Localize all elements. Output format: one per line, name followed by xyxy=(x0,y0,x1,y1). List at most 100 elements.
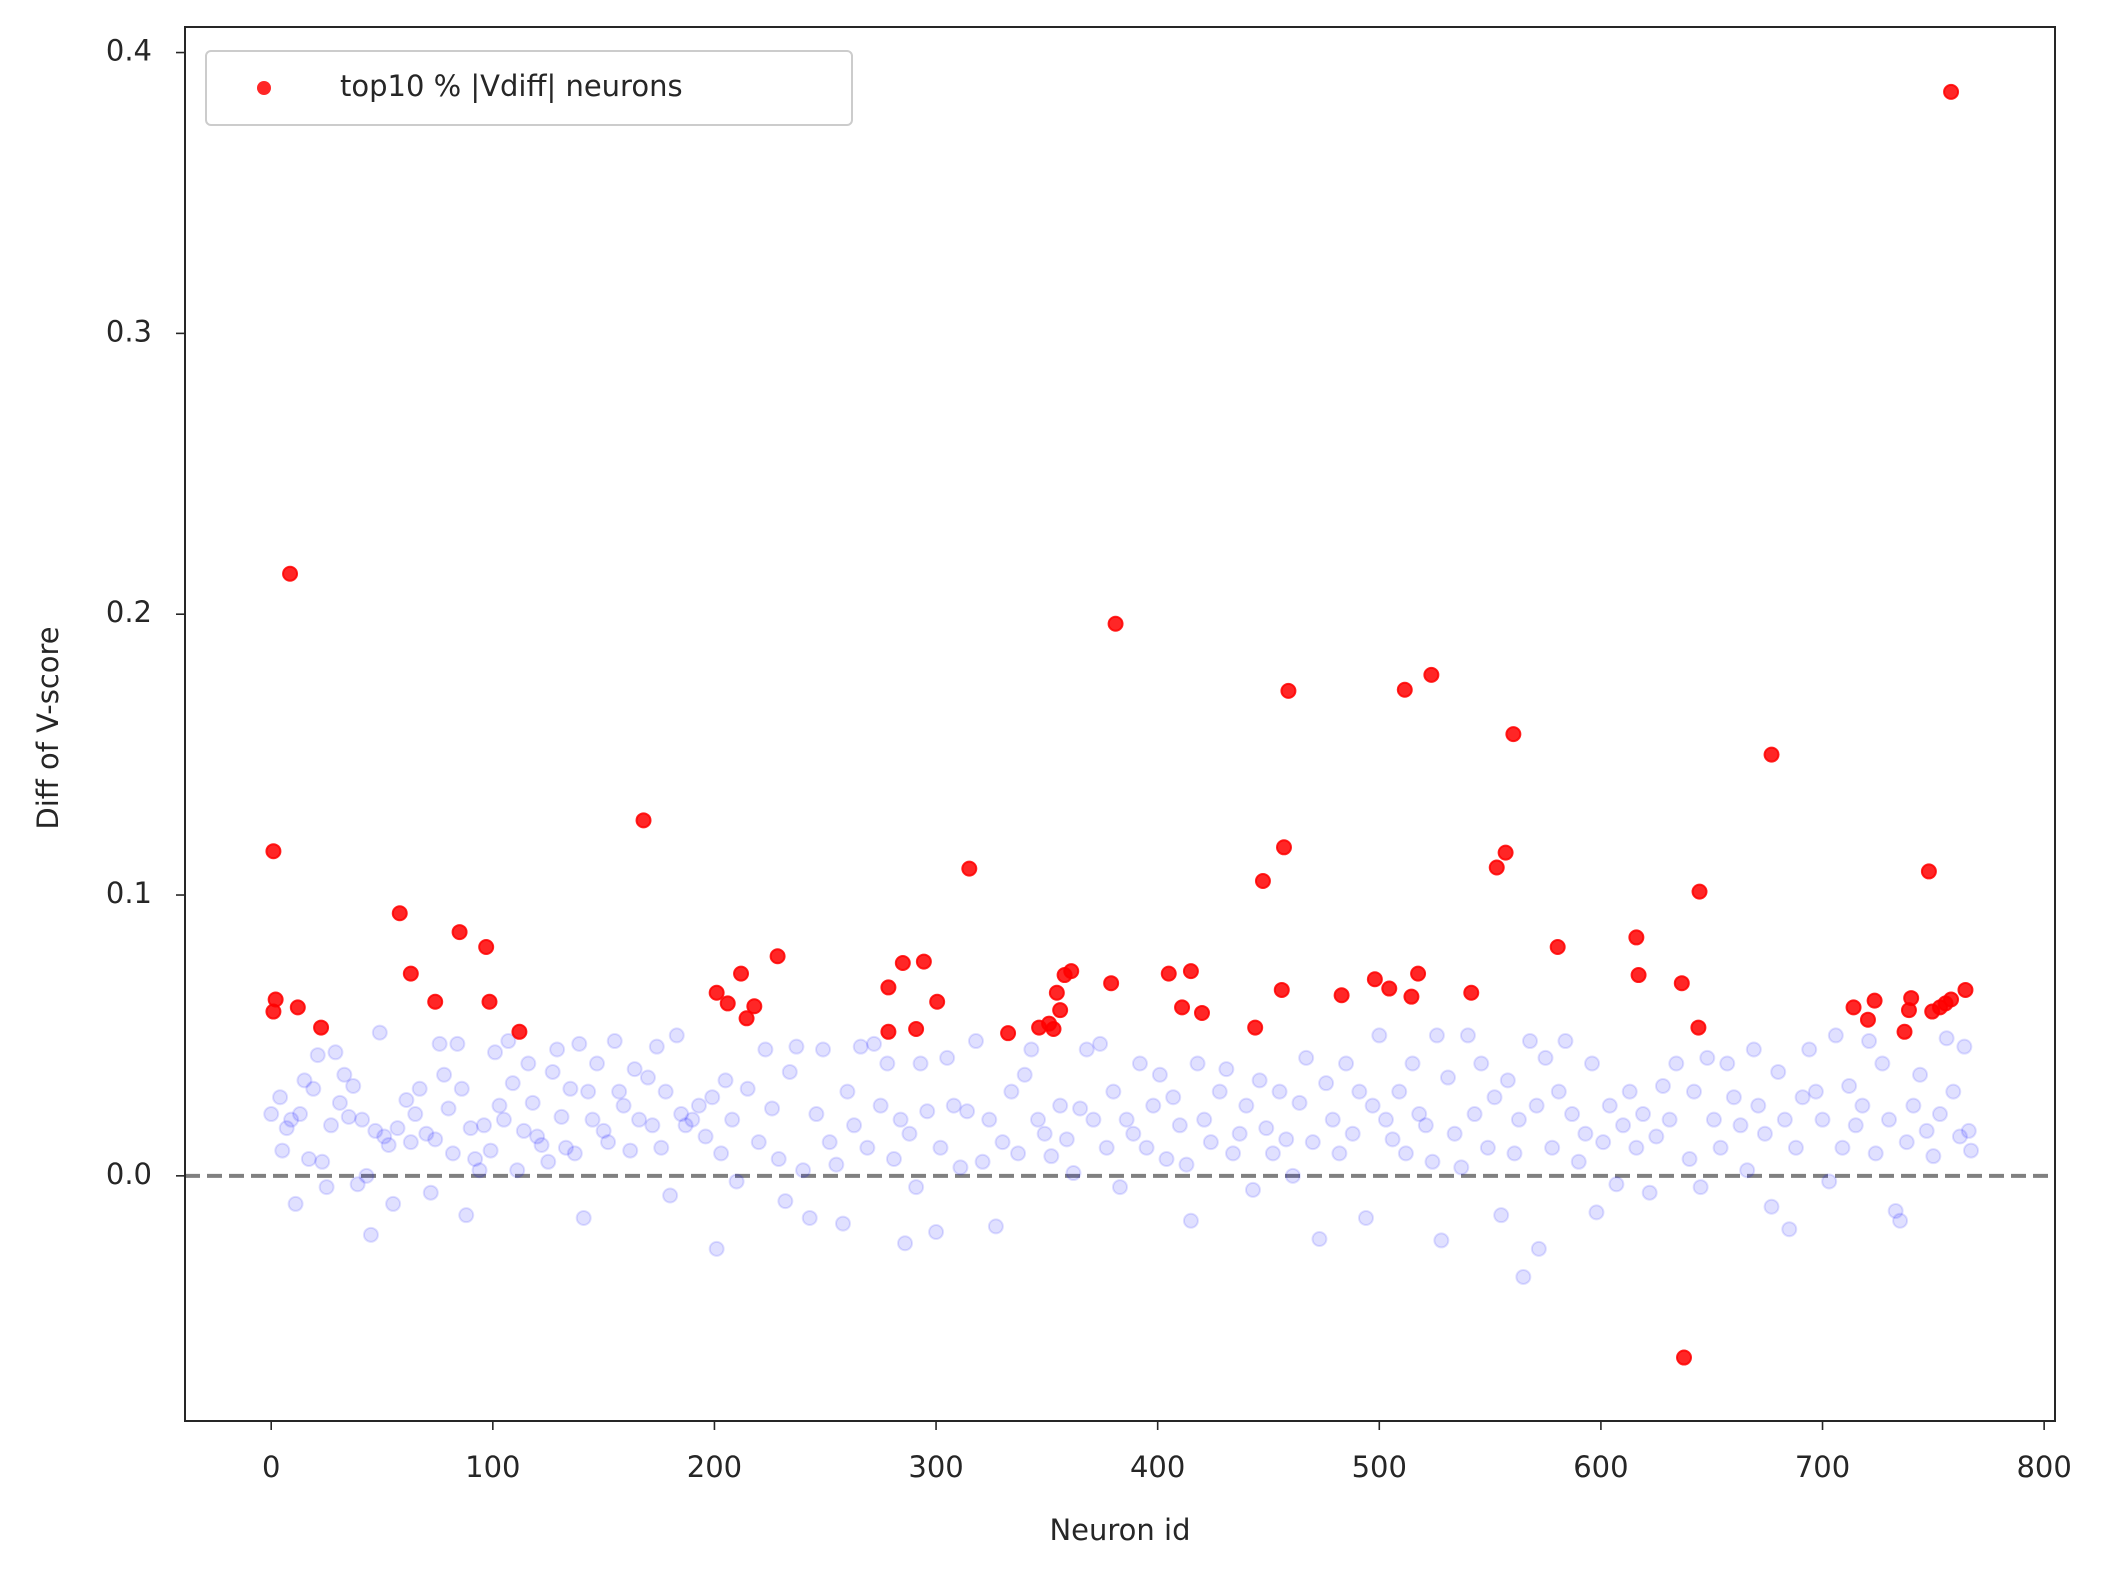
point xyxy=(309,1047,326,1064)
point xyxy=(467,1150,484,1167)
point xyxy=(1827,1027,1844,1044)
point xyxy=(1105,1083,1122,1100)
point xyxy=(644,1117,661,1134)
point xyxy=(1892,1212,1909,1229)
point xyxy=(371,1024,388,1041)
point xyxy=(1118,1111,1135,1128)
point xyxy=(1486,1089,1503,1106)
point xyxy=(1010,1145,1027,1162)
point xyxy=(1621,1083,1638,1100)
point xyxy=(1174,999,1191,1016)
point xyxy=(283,1111,300,1128)
point xyxy=(795,1162,812,1179)
x-tick-label: 700 xyxy=(1795,1450,1850,1484)
point xyxy=(1814,1111,1831,1128)
point xyxy=(385,1195,402,1212)
point xyxy=(1273,981,1290,998)
point xyxy=(1052,1002,1069,1019)
point xyxy=(1280,682,1297,699)
point xyxy=(427,1131,444,1148)
point xyxy=(1794,1089,1811,1106)
point xyxy=(967,1033,984,1050)
point xyxy=(349,1176,366,1193)
point xyxy=(1428,1027,1445,1044)
point xyxy=(1570,1153,1587,1170)
point xyxy=(566,1145,583,1162)
point xyxy=(1078,1041,1095,1058)
point xyxy=(739,1080,756,1097)
point xyxy=(1453,1159,1470,1176)
point xyxy=(1338,1055,1355,1072)
point xyxy=(462,1120,479,1137)
point xyxy=(928,1224,945,1241)
point xyxy=(1931,1106,1948,1123)
point xyxy=(1357,1209,1374,1226)
point xyxy=(1396,681,1413,698)
point xyxy=(1681,1150,1698,1167)
point xyxy=(781,1063,798,1080)
point xyxy=(1264,1145,1281,1162)
point xyxy=(1384,1131,1401,1148)
point xyxy=(1763,1198,1780,1215)
point xyxy=(575,1209,592,1226)
point xyxy=(1278,1131,1295,1148)
point xyxy=(1131,1055,1148,1072)
point xyxy=(300,1150,317,1167)
x-tick-label: 300 xyxy=(908,1450,963,1484)
point xyxy=(1557,1033,1574,1050)
point xyxy=(872,1097,889,1114)
point xyxy=(431,1035,448,1052)
point xyxy=(1691,883,1708,900)
point xyxy=(908,1020,925,1037)
point xyxy=(1685,1083,1702,1100)
x-tick-label: 600 xyxy=(1573,1450,1628,1484)
point xyxy=(1377,1111,1394,1128)
y-tick-label: 0.4 xyxy=(106,34,152,68)
point xyxy=(1841,1077,1858,1094)
point xyxy=(422,1184,439,1201)
point xyxy=(1145,1097,1162,1114)
point xyxy=(287,1195,304,1212)
point xyxy=(1098,1139,1115,1156)
point xyxy=(1801,1041,1818,1058)
point xyxy=(529,1128,546,1145)
point xyxy=(1366,971,1383,988)
point xyxy=(391,905,408,922)
point xyxy=(839,1083,856,1100)
point xyxy=(897,1235,914,1252)
point xyxy=(1601,1097,1618,1114)
point xyxy=(1725,1089,1742,1106)
point xyxy=(1331,1145,1348,1162)
point xyxy=(1048,984,1065,1001)
point xyxy=(1807,1083,1824,1100)
point xyxy=(1344,1125,1361,1142)
point xyxy=(1318,1075,1335,1092)
plot-frame xyxy=(184,26,2056,1422)
point xyxy=(648,1038,665,1055)
point xyxy=(866,1035,883,1052)
point xyxy=(1654,1077,1671,1094)
point xyxy=(471,1162,488,1179)
point xyxy=(1403,988,1420,1005)
point xyxy=(274,1142,291,1159)
point xyxy=(801,1209,818,1226)
point xyxy=(952,1159,969,1176)
point xyxy=(263,1106,280,1123)
point xyxy=(1160,965,1177,982)
point xyxy=(1608,1176,1625,1193)
x-tick-label: 400 xyxy=(1130,1450,1185,1484)
point xyxy=(1439,1069,1456,1086)
point xyxy=(1196,1111,1213,1128)
point xyxy=(1951,1128,1968,1145)
point xyxy=(1311,1231,1328,1248)
point xyxy=(1151,1066,1168,1083)
point xyxy=(1473,1055,1490,1072)
point xyxy=(1945,1083,1962,1100)
point xyxy=(553,1108,570,1125)
point xyxy=(1023,1041,1040,1058)
point xyxy=(1692,1179,1709,1196)
point xyxy=(1781,1221,1798,1238)
point xyxy=(588,1055,605,1072)
point xyxy=(584,1111,601,1128)
x-tick-label: 500 xyxy=(1352,1450,1407,1484)
